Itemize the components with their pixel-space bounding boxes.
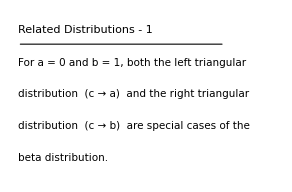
Text: For a = 0 and b = 1, both the left triangular: For a = 0 and b = 1, both the left trian… — [18, 58, 246, 68]
Text: Related Distributions - 1: Related Distributions - 1 — [18, 25, 152, 35]
Text: distribution  (c → b)  are special cases of the: distribution (c → b) are special cases o… — [18, 121, 249, 131]
Text: beta distribution.: beta distribution. — [18, 153, 108, 163]
Text: distribution  (c → a)  and the right triangular: distribution (c → a) and the right trian… — [18, 89, 249, 99]
